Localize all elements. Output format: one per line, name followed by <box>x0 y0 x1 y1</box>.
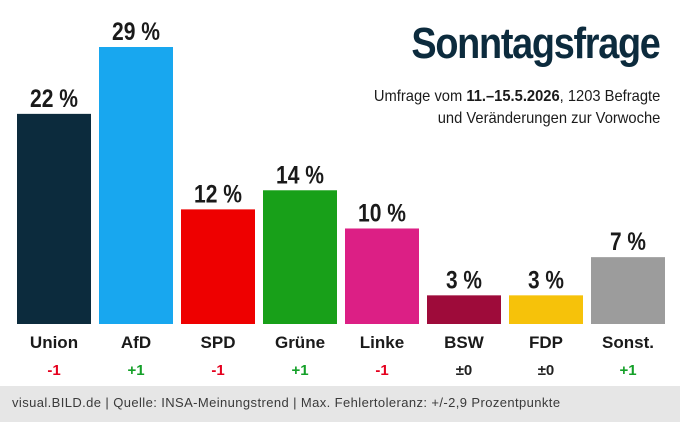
bars-layer <box>17 47 665 325</box>
change-label-6: ±0 <box>538 362 555 379</box>
change-label-3: +1 <box>291 362 308 379</box>
change-label-1: +1 <box>127 362 144 379</box>
subtitle-prefix: Umfrage vom <box>373 88 467 105</box>
value-label-6: 3 % <box>528 266 564 294</box>
value-label-5: 3 % <box>446 266 482 294</box>
subtitle-line-2: und Veränderungen zur Vorwoche <box>437 110 660 127</box>
category-label-1: AfD <box>121 333 151 352</box>
category-label-7: Sonst. <box>602 333 654 352</box>
bar-5 <box>427 295 501 324</box>
change-label-2: -1 <box>211 362 224 379</box>
change-label-0: -1 <box>47 362 60 379</box>
change-label-5: ±0 <box>456 362 473 379</box>
value-label-0: 22 % <box>30 85 78 113</box>
bar-6 <box>509 295 583 324</box>
value-label-2: 12 % <box>194 180 242 208</box>
subtitle-suffix: , 1203 Befragte <box>559 88 660 105</box>
value-label-3: 14 % <box>276 161 324 189</box>
chart-subtitle: Umfrage vom 11.–15.5.2026, 1203 Befragte… <box>374 86 660 130</box>
value-label-4: 10 % <box>358 199 406 227</box>
category-label-0: Union <box>30 333 78 352</box>
subtitle-line-1: Umfrage vom 11.–15.5.2026, 1203 Befragte <box>374 86 660 108</box>
subtitle-dates: 11.–15.5.2026 <box>466 88 560 105</box>
source-note: visual.BILD.de | Quelle: INSA-Meinungstr… <box>12 395 561 410</box>
category-label-3: Grüne <box>275 333 325 352</box>
category-label-5: BSW <box>444 333 485 352</box>
value-label-7: 7 % <box>610 228 646 256</box>
labels-layer: 22 % Union -1 29 % AfD +1 12 % SPD -1 14 % Grüne +1… <box>30 18 654 379</box>
change-label-4: -1 <box>375 362 388 379</box>
value-label-1: 29 % <box>112 18 160 46</box>
bar-1 <box>99 47 173 324</box>
bar-0 <box>17 113 91 325</box>
category-label-2: SPD <box>201 333 236 352</box>
footer-bar: visual.BILD.de | Quelle: INSA-Meinungstr… <box>0 386 680 422</box>
category-label-4: Linke <box>360 333 404 352</box>
bar-2 <box>181 209 255 324</box>
chart-title: Sonntagsfrage <box>411 19 661 68</box>
bar-4 <box>345 228 419 324</box>
bar-7 <box>591 257 665 324</box>
category-label-6: FDP <box>529 333 563 352</box>
change-label-7: +1 <box>619 362 636 379</box>
bar-3 <box>263 190 337 324</box>
